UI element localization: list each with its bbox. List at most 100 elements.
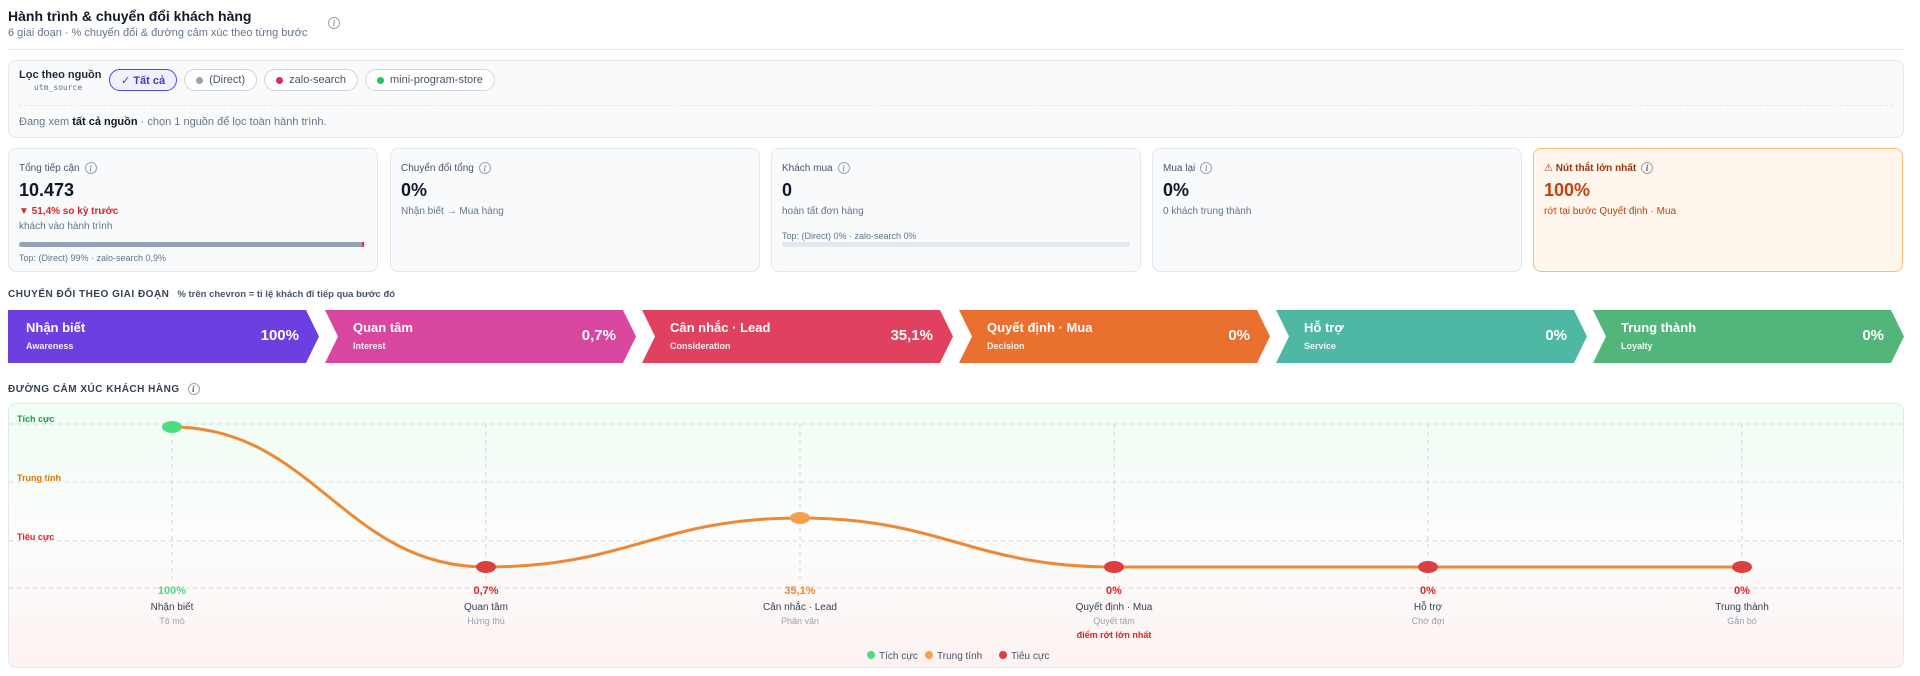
point-pct-label: 0% [1734, 585, 1750, 597]
point-stage-label: Quyết định · Mua [1076, 601, 1153, 613]
source-chip[interactable]: ✓ Tất cả [109, 69, 178, 91]
point-note-label: điểm rớt lớn nhất [1077, 630, 1152, 640]
point-stage-label: Trung thành [1715, 602, 1769, 613]
legend-dot-icon [867, 651, 875, 659]
kpi-label-text: Mua lại [1163, 162, 1196, 174]
point-stage-label: Cân nhắc · Lead [763, 600, 837, 613]
stage-conversion-pct: 0% [1228, 327, 1250, 344]
kpi-progress-bar [19, 242, 367, 247]
source-chip[interactable]: zalo-search [264, 69, 358, 91]
kpi-description: Nhận biết → Mua hàng [401, 206, 504, 217]
point-stage-label: Nhận biết [151, 601, 194, 613]
stages-section-title: CHUYỂN ĐỔI THEO GIAI ĐOẠN % trên chevron… [8, 289, 395, 300]
stage-conversion-pct: 100% [260, 327, 299, 344]
stage-english-name: Awareness [26, 341, 74, 351]
stage-name: Quyết định · Mua [987, 320, 1093, 335]
stage-english-name: Service [1304, 341, 1337, 351]
kpi-card: ⚠ Nút thắt lớn nhất i 100% rớt tại bước Quy… [1533, 148, 1903, 272]
legend-label: Tích cực [879, 651, 918, 662]
emotion-chart-svg: Tích cực Trung tính Tiêu cực 100% Nhận biết T… [9, 414, 1903, 662]
stage-english-name: Decision [987, 341, 1025, 351]
source-filter-panel: Lọc theo nguồn utm_source ✓ Tất cả (Direc… [8, 60, 1904, 138]
stage-chevron[interactable]: Quyết định · Mua Decision 0% [959, 310, 1270, 363]
point-emotion-label: Gắn bó [1727, 616, 1757, 626]
point-emotion-label: Chờ đợi [1412, 616, 1445, 626]
kpi-footnote: Top: (Direct) 0% · zalo-search 0% [782, 231, 917, 241]
filter-note-prefix: Đang xem [19, 116, 70, 128]
kpi-card: Khách mua i 0 hoàn tất đơn hàng Top: (Direct… [771, 148, 1141, 272]
stage-chevron[interactable]: Quan tâm Interest 0,7% [325, 310, 636, 363]
point-pct-label: 0% [1106, 585, 1122, 597]
emotion-section-title: ĐƯỜNG CẢM XÚC KHÁCH HÀNG i [8, 383, 200, 395]
stage-chevron[interactable]: Trung thành Loyalty 0% [1593, 310, 1904, 363]
point-pct-label: 0% [1420, 585, 1436, 597]
info-icon[interactable]: i [328, 17, 340, 29]
chip-label: zalo-search [289, 74, 346, 86]
y-level-label: Tích cực [17, 414, 55, 424]
point-emotion-label: Phân vân [781, 616, 819, 626]
y-level-label: Tiêu cực [17, 532, 54, 542]
point-pct-label: 35,1% [784, 585, 815, 597]
stage-name: Nhận biết [26, 320, 86, 335]
chip-dot-icon [276, 76, 284, 84]
kpi-value: 10.473 [19, 180, 75, 200]
stage-conversion-pct: 0,7% [581, 327, 616, 344]
info-icon[interactable]: i [1200, 162, 1213, 174]
kpi-label-text: Khách mua [782, 162, 833, 174]
source-chip[interactable]: (Direct) [184, 69, 258, 91]
kpi-label-text: Tổng tiếp cận [19, 162, 80, 174]
chip-label: (Direct) [209, 74, 246, 86]
stage-name: Hỗ trợ [1304, 320, 1344, 335]
kpi-card: Tổng tiếp cận i 10.473 ▼ 51,4% so kỳ trước k… [8, 148, 378, 272]
stage-english-name: Consideration [670, 341, 731, 351]
emotion-point [476, 561, 496, 573]
legend-label: Trung tính [937, 651, 982, 662]
page-subtitle: 6 giai đoạn · % chuyển đổi & đường cảm x… [8, 27, 308, 39]
stage-name: Cân nhắc · Lead [670, 320, 771, 335]
chip-dot-icon [377, 76, 384, 84]
info-icon[interactable]: i [837, 162, 850, 174]
stage-conversion-pct: 0% [1862, 327, 1884, 344]
info-icon[interactable]: i [187, 383, 200, 395]
kpi-label-text: Chuyển đổi tổng [401, 162, 474, 174]
chip-dot-icon [196, 76, 204, 84]
stage-name: Quan tâm [353, 320, 413, 335]
emotion-point [1104, 561, 1124, 573]
stage-chevron[interactable]: Nhận biết Awareness 100% [8, 310, 319, 363]
legend-dot-icon [999, 651, 1007, 659]
legend-label: Tiêu cực [1011, 651, 1050, 662]
divider [19, 105, 1893, 106]
kpi-label: Mua lại i [1163, 162, 1213, 174]
kpi-label: Tổng tiếp cận i [19, 162, 97, 174]
emotion-line [171, 425, 1742, 569]
y-level-label: Trung tính [17, 473, 61, 483]
legend-dot-icon [925, 651, 933, 659]
kpi-description: hoàn tất đơn hàng [782, 206, 864, 217]
kpi-card: Chuyển đổi tổng i 0% Nhận biết → Mua hàng [390, 148, 760, 272]
emotion-chart: Tích cực Trung tính Tiêu cực 100% Nhận biết T… [8, 403, 1904, 668]
emotion-point [162, 421, 182, 433]
stage-chevron[interactable]: Cân nhắc · Lead Consideration 35,1% [642, 310, 953, 363]
stage-chevrons: Nhận biết Awareness 100% Quan tâm Interest 0,… [8, 310, 1904, 363]
filter-sublabel: utm_source [34, 83, 83, 92]
stage-chevron[interactable]: Hỗ trợ Service 0% [1276, 310, 1587, 363]
info-icon[interactable]: i [1641, 162, 1654, 174]
stages-note: % trên chevron = tỉ lệ khách đi tiếp qua… [177, 289, 396, 300]
filter-label: Lọc theo nguồn [19, 69, 102, 81]
stage-name: Trung thành [1621, 320, 1697, 335]
kpi-description: 0 khách trung thành [1163, 206, 1252, 217]
emotion-point [790, 512, 810, 524]
page-header: Hành trình & chuyển đổi khách hàng 6 gia… [8, 6, 1904, 50]
stages-title: CHUYỂN ĐỔI THEO GIAI ĐOẠN [8, 289, 170, 300]
point-stage-label: Hỗ trợ [1414, 600, 1443, 613]
info-icon[interactable]: i [478, 162, 491, 174]
filter-note-bold: tất cả nguồn [72, 116, 138, 128]
kpi-value: 100% [1544, 180, 1591, 200]
filter-note-suffix: · chọn 1 nguồn để lọc toàn hành trình. [140, 116, 327, 128]
kpi-description: khách vào hành trình [19, 221, 113, 232]
page-title: Hành trình & chuyển đổi khách hàng [8, 8, 252, 24]
stage-english-name: Loyalty [1621, 341, 1653, 351]
source-chips: ✓ Tất cả (Direct) zalo-search mini-program-… [109, 69, 495, 91]
info-icon[interactable]: i [84, 162, 97, 174]
source-chip[interactable]: mini-program-store [365, 69, 495, 91]
